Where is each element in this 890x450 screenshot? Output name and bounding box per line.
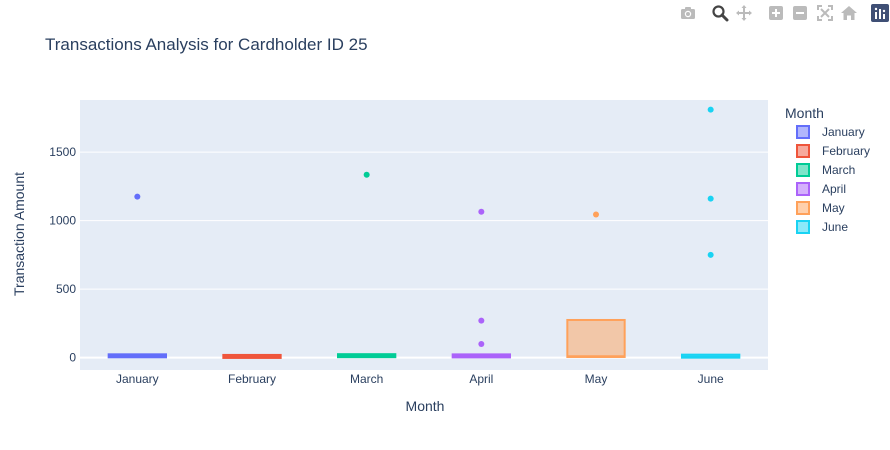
camera-icon[interactable] bbox=[679, 4, 697, 22]
outlier-point[interactable] bbox=[363, 171, 370, 178]
autoscale-icon[interactable] bbox=[816, 4, 834, 22]
zoom-icon[interactable] bbox=[711, 4, 729, 22]
boxes bbox=[107, 318, 741, 359]
x-tick-label: May bbox=[585, 372, 608, 386]
zoom-in-icon[interactable] bbox=[767, 4, 785, 22]
legend-label: January bbox=[822, 125, 865, 139]
home-icon[interactable] bbox=[840, 4, 858, 22]
outlier-points bbox=[134, 106, 714, 347]
legend-label: March bbox=[822, 163, 855, 177]
x-axis-title: Month bbox=[406, 398, 445, 414]
legend-label: February bbox=[822, 144, 870, 158]
legend-item-june[interactable]: June bbox=[796, 220, 848, 234]
legend-swatch bbox=[796, 201, 810, 215]
x-tick-label: March bbox=[350, 372, 383, 386]
y-tick-label: 1500 bbox=[49, 145, 76, 159]
gridlines bbox=[80, 151, 768, 359]
chart-title: Transactions Analysis for Cardholder ID … bbox=[45, 35, 368, 54]
outlier-point[interactable] bbox=[593, 211, 599, 218]
outlier-point[interactable] bbox=[134, 193, 141, 200]
zoom-out-icon[interactable] bbox=[791, 4, 809, 22]
outlier-point[interactable] bbox=[478, 340, 485, 347]
legend: Month January February March April May June bbox=[785, 105, 870, 234]
legend-swatch bbox=[796, 220, 810, 234]
legend-label: May bbox=[822, 201, 845, 215]
outlier-point[interactable] bbox=[707, 251, 714, 258]
legend-label: June bbox=[822, 220, 848, 234]
outlier-point[interactable] bbox=[707, 195, 714, 202]
y-tick-labels: 0 500 1000 1500 bbox=[49, 145, 76, 365]
x-tick-label: June bbox=[698, 372, 724, 386]
legend-swatch bbox=[796, 144, 810, 158]
box-may[interactable] bbox=[566, 318, 626, 358]
y-tick-label: 0 bbox=[69, 351, 76, 365]
pan-icon[interactable] bbox=[735, 4, 753, 22]
legend-swatch bbox=[796, 163, 810, 177]
x-tick-label: April bbox=[469, 372, 493, 386]
outlier-point[interactable] bbox=[478, 317, 485, 324]
legend-swatch bbox=[796, 182, 810, 196]
y-axis-title: Transaction Amount bbox=[11, 172, 27, 296]
plot-area[interactable] bbox=[80, 100, 768, 370]
legend-item-january[interactable]: January bbox=[796, 125, 865, 139]
legend-item-may[interactable]: May bbox=[796, 201, 845, 215]
y-tick-label: 1000 bbox=[49, 214, 76, 228]
outlier-point[interactable] bbox=[478, 208, 485, 215]
x-tick-label: February bbox=[228, 372, 276, 386]
plotly-logo-icon[interactable] bbox=[871, 4, 889, 22]
x-tick-label: January bbox=[116, 372, 159, 386]
legend-item-march[interactable]: March bbox=[796, 163, 855, 177]
legend-title: Month bbox=[785, 105, 824, 121]
x-tick-labels: January February March April May June bbox=[116, 372, 724, 386]
legend-swatch bbox=[796, 125, 810, 139]
legend-item-february[interactable]: February bbox=[796, 144, 870, 158]
legend-label: April bbox=[822, 182, 846, 196]
legend-item-april[interactable]: April bbox=[796, 182, 846, 196]
outlier-point[interactable] bbox=[707, 106, 714, 113]
y-tick-label: 500 bbox=[56, 282, 76, 296]
